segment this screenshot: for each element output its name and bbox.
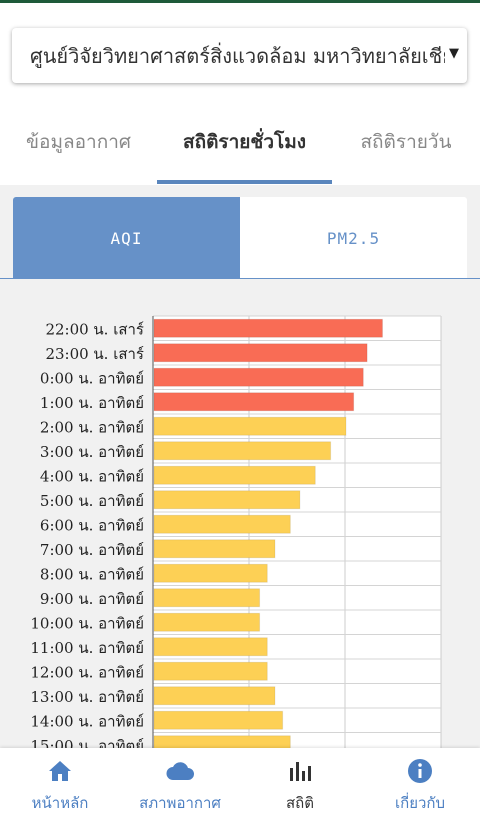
bar [153, 490, 301, 510]
nav-about-label: เกี่ยวกับ [394, 793, 446, 812]
nav-stats-label: สถิติ [286, 793, 314, 812]
bar [153, 588, 261, 608]
nav-home[interactable]: หน้าหลัก [0, 748, 120, 823]
nav-about[interactable]: เกี่ยวกับ [360, 748, 480, 823]
tick-label-y: 0:00 น. อาทิตย์ [40, 369, 144, 387]
cloud-icon [165, 757, 195, 785]
station-select-value: ศูนย์วิจัยวิทยาศาสตร์สิ่งแวดล้อม มหาวิทย… [30, 43, 445, 68]
bar [153, 343, 368, 363]
bar-chart-icon [288, 757, 312, 785]
bar [153, 367, 364, 387]
bar [153, 661, 268, 681]
tick-label-y: 3:00 น. อาทิตย์ [40, 443, 144, 461]
nav-stats[interactable]: สถิติ [240, 748, 360, 823]
tick-label-y: 7:00 น. อาทิตย์ [40, 541, 144, 559]
bar [153, 318, 383, 338]
tick-label-y: 23:00 น. เสาร์ [45, 345, 144, 363]
bar [153, 392, 355, 412]
bar [153, 563, 268, 583]
tab-hourly-stats[interactable]: สถิติรายชั่วโมง [182, 131, 307, 153]
tab-weather-info[interactable]: ข้อมูลอากาศ [26, 131, 131, 153]
bar [153, 710, 284, 730]
tick-label-y: 5:00 น. อาทิตย์ [40, 492, 144, 510]
dropdown-caret-icon: ▼ [449, 46, 459, 61]
station-select[interactable]: ศูนย์วิจัยวิทยาศาสตร์สิ่งแวดล้อม มหาวิทย… [12, 28, 467, 83]
tick-label-y: 11:00 น. อาทิตย์ [30, 639, 144, 657]
bar [153, 686, 276, 706]
tick-label-y: 12:00 น. อาทิตย์ [30, 663, 144, 681]
tick-label-y: 22:00 น. เสาร์ [45, 320, 144, 338]
toggle-divider [0, 278, 480, 279]
nav-weather[interactable]: สภาพอากาศ [120, 748, 240, 823]
bar [153, 637, 268, 657]
nav-weather-label: สภาพอากาศ [139, 793, 221, 812]
tick-label-y: 6:00 น. อาทิตย์ [40, 516, 144, 534]
toggle-aqi[interactable]: AQI [13, 197, 240, 279]
tick-label-y: 14:00 น. อาทิตย์ [30, 712, 144, 730]
bottom-nav: หน้าหลัก สภาพอากาศ สถิติ เกี่ยวกับ [0, 748, 480, 823]
bar [153, 465, 316, 485]
bar [153, 735, 291, 749]
tab-daily-stats[interactable]: สถิติรายวัน [360, 131, 452, 153]
bar [153, 539, 276, 559]
home-icon [47, 757, 73, 785]
hourly-aqi-chart: 22:00 น. เสาร์ 23:00 น. เสาร์ 0:00 น. อาทิ… [30, 315, 442, 749]
tab-bar: ข้อมูลอากาศ สถิติรายชั่วโมง สถิติรายวัน [0, 100, 480, 184]
toggle-pm25[interactable]: PM2.5 [240, 197, 467, 279]
hourly-chart-panel[interactable]: 22:00 น. เสาร์ 23:00 น. เสาร์ 0:00 น. อาทิ… [0, 279, 480, 749]
tick-label-y: 15:00 น. อาทิตย์ [30, 737, 144, 749]
tick-label-y: 1:00 น. อาทิตย์ [40, 394, 144, 412]
bar [153, 514, 291, 534]
tick-label-y: 8:00 น. อาทิตย์ [40, 565, 144, 583]
bar [153, 416, 347, 436]
tick-label-y: 2:00 น. อาทิตย์ [40, 418, 144, 436]
tick-label-y: 13:00 น. อาทิตย์ [30, 688, 144, 706]
bar [153, 612, 261, 632]
status-bar-line [0, 0, 480, 3]
tick-label-y: 4:00 น. อาทิตย์ [40, 467, 144, 485]
tick-label-y: 10:00 น. อาทิตย์ [30, 614, 144, 632]
nav-home-label: หน้าหลัก [31, 793, 89, 812]
bar [153, 441, 332, 461]
info-icon [407, 757, 433, 785]
active-tab-indicator [157, 180, 332, 184]
tick-label-y: 9:00 น. อาทิตย์ [40, 590, 144, 608]
